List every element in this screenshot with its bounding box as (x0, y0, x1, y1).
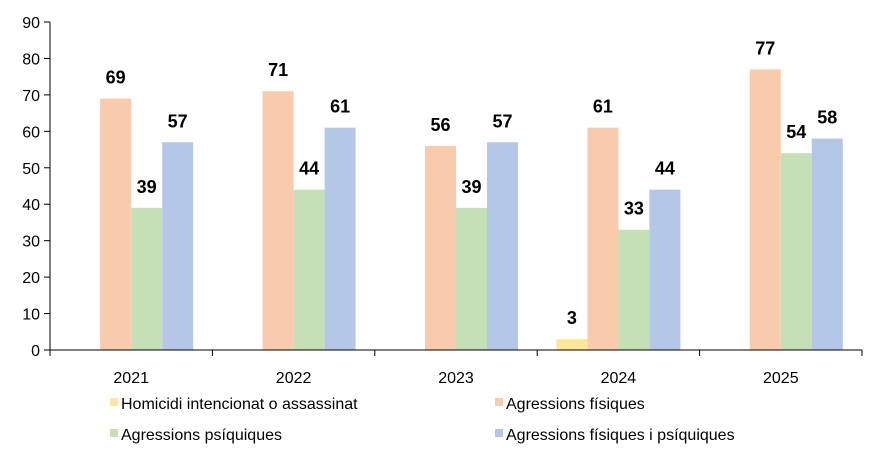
data-label: 57 (492, 111, 512, 131)
bar (487, 142, 518, 350)
bar (162, 142, 194, 350)
y-tick-label: 90 (22, 15, 40, 32)
y-tick-label: 70 (22, 88, 40, 105)
data-label: 61 (330, 97, 350, 117)
legend-swatch (495, 398, 503, 406)
data-label: 57 (168, 111, 188, 131)
y-tick-label: 80 (22, 51, 40, 68)
bar (324, 127, 356, 350)
data-label: 3 (567, 308, 577, 328)
x-tick-label: 2023 (438, 370, 474, 387)
legend-label: Homicidi intencionat o assassinat (121, 396, 358, 413)
legend-swatch (110, 429, 118, 437)
data-label: 39 (137, 177, 157, 197)
bar (749, 69, 781, 350)
bar (780, 153, 812, 350)
y-tick-label: 20 (22, 270, 40, 287)
bar (100, 98, 132, 351)
y-tick-label: 50 (22, 161, 40, 178)
y-tick-label: 40 (22, 197, 40, 214)
data-label: 56 (430, 115, 450, 135)
y-tick-label: 60 (22, 124, 40, 141)
y-tick-label: 0 (31, 343, 40, 360)
legend-swatch (495, 429, 503, 437)
bar (587, 127, 619, 350)
y-tick-label: 30 (22, 234, 40, 251)
data-label: 54 (786, 122, 806, 142)
bar (456, 207, 487, 350)
y-axis: 0 10 20 30 40 50 60 70 80 90 (22, 15, 51, 360)
bar (425, 145, 456, 350)
legend-label: Agressions físiques (506, 396, 645, 413)
bar (618, 229, 650, 350)
data-label: 61 (593, 97, 613, 117)
legend: Homicidi intencionat o assassinat Agressi… (110, 396, 735, 444)
legend-label: Agressions psíquiques (121, 427, 282, 444)
bar (649, 189, 681, 350)
legend-label: Agressions físiques i psíquiques (506, 427, 735, 444)
data-label: 58 (817, 108, 837, 128)
legend-swatch (110, 398, 118, 406)
bar (556, 339, 588, 350)
data-label: 77 (755, 38, 775, 58)
y-tick-label: 10 (22, 307, 40, 324)
data-label: 39 (461, 177, 481, 197)
bars (100, 69, 843, 351)
bar (131, 207, 163, 350)
bar (293, 189, 325, 350)
data-label: 33 (624, 199, 644, 219)
x-tick-label: 2021 (113, 370, 149, 387)
bar (262, 91, 294, 350)
x-axis: 2021 2022 2023 2024 2025 (49, 349, 863, 387)
data-label: 44 (299, 159, 319, 179)
data-label: 69 (106, 68, 126, 88)
data-label: 71 (268, 60, 288, 80)
data-labels: 3 69 71 56 61 77 39 44 39 33 54 57 61 57 44 58 (106, 38, 838, 328)
x-tick-label: 2024 (601, 370, 637, 387)
data-label: 44 (655, 159, 675, 179)
x-tick-label: 2022 (276, 370, 312, 387)
x-tick-label: 2025 (763, 370, 799, 387)
bar (811, 138, 843, 350)
